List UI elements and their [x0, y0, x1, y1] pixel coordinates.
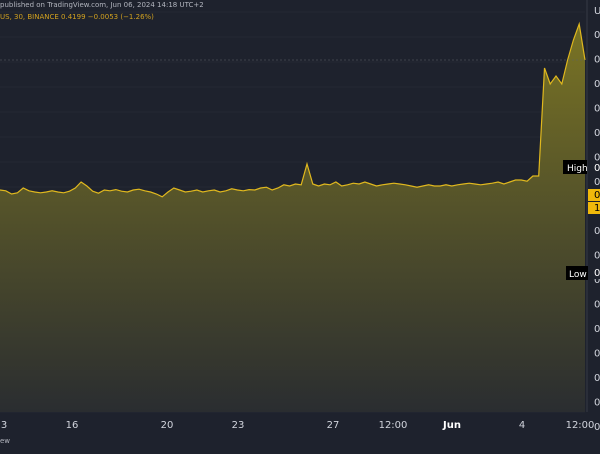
price-tick-label: 0	[594, 300, 600, 311]
price-scale-unit: U	[594, 6, 600, 17]
svg-text:0: 0	[594, 190, 600, 201]
price-tick-label: 0	[594, 275, 600, 286]
price-tick-label: 0	[594, 79, 600, 90]
svg-text:0: 0	[594, 163, 600, 174]
price-tick-label: 0	[594, 422, 600, 433]
price-tick-label: 0	[594, 251, 600, 262]
current-price-tag: 0	[588, 189, 600, 201]
x-tick-label: 12:00	[566, 420, 595, 431]
chart-footer: ew	[0, 436, 600, 450]
x-tick-label: 20	[161, 420, 174, 431]
x-tick-label: 27	[327, 420, 340, 431]
high-marker: High	[563, 160, 588, 174]
svg-text:0: 0	[594, 268, 600, 279]
symbol-header: US, 30, BINANCE 0.4199 −0.0053 (−1.26%)	[0, 12, 600, 24]
price-tick-label: 0	[594, 104, 600, 115]
svg-text:1: 1	[594, 203, 600, 214]
price-tick-label: 0	[594, 55, 600, 66]
series-line	[0, 21, 586, 198]
current-price-tag-2: 1	[588, 202, 600, 214]
low-price-tag: 0	[588, 267, 600, 279]
x-tick-label: 3	[1, 420, 7, 431]
low-label: Low	[569, 270, 587, 280]
footer-text: ew	[0, 437, 11, 445]
price-tick-label: 0	[594, 398, 600, 409]
price-tick-label: 0	[594, 177, 600, 188]
x-tick-label: 12:00	[379, 420, 408, 431]
symbol-info: US, 30, BINANCE 0.4199 −0.0053 (−1.26%)	[0, 13, 154, 21]
price-tick-label: 0	[594, 30, 600, 41]
series-area	[0, 24, 585, 412]
price-tick-label: 0	[594, 128, 600, 139]
price-tick-label: 0	[594, 373, 600, 384]
x-tick-label: 16	[66, 420, 79, 431]
published-text: published on TradingView.com, Jun 06, 20…	[0, 1, 204, 9]
price-scale[interactable]: U000000000000000000010	[586, 0, 600, 433]
low-marker: Low	[566, 266, 588, 280]
x-tick-label: 23	[232, 420, 245, 431]
high-price-tag: 0	[588, 162, 600, 174]
price-tick-label: 0	[594, 349, 600, 360]
price-tick-label: 0	[594, 324, 600, 335]
x-tick-label: Jun	[442, 420, 461, 431]
x-axis: 3 16 20 23 27 12:00 Jun 4 12:00	[1, 420, 595, 431]
price-tick-label: 0	[594, 226, 600, 237]
x-tick-label: 4	[519, 420, 525, 431]
price-tick-label: 0	[594, 153, 600, 164]
high-label: High	[567, 164, 588, 174]
chart-header: published on TradingView.com, Jun 06, 20…	[0, 0, 600, 12]
